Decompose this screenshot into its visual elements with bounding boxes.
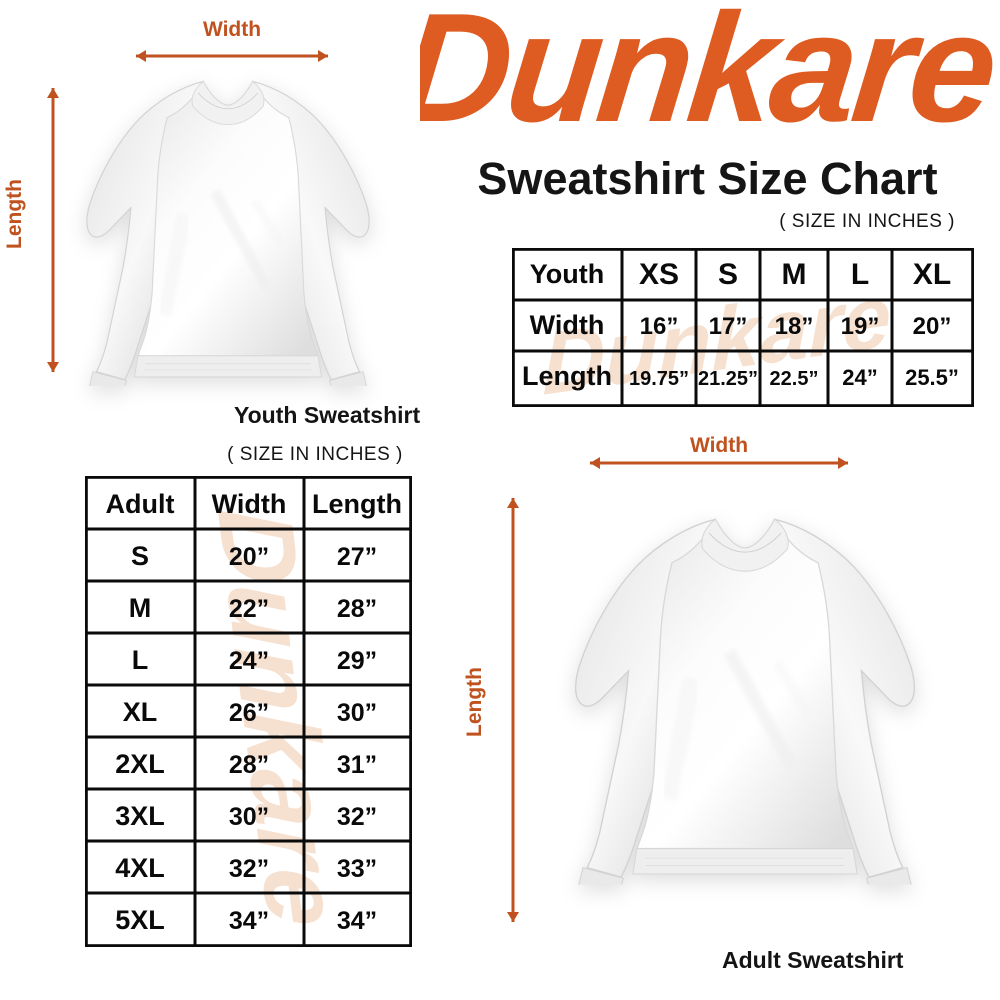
svg-text:Youth: Youth [530,259,604,289]
svg-text:Length: Length [522,361,612,391]
svg-text:22”: 22” [229,595,269,623]
svg-text:25.5”: 25.5” [905,365,959,390]
svg-text:20”: 20” [913,313,952,340]
svg-text:Width: Width [530,310,605,340]
svg-text:34”: 34” [229,907,269,935]
svg-text:XL: XL [123,697,158,727]
svg-text:27”: 27” [337,543,377,571]
svg-text:L: L [851,258,869,291]
svg-text:M: M [782,258,807,291]
svg-text:24”: 24” [229,647,269,675]
svg-text:30”: 30” [337,699,377,727]
svg-text:19.75”: 19.75” [629,368,689,390]
svg-text:29”: 29” [337,647,377,675]
svg-text:34”: 34” [337,907,377,935]
svg-text:Width: Width [212,489,287,519]
svg-text:17”: 17” [709,313,748,340]
svg-text:3XL: 3XL [115,801,165,831]
svg-text:26”: 26” [229,699,269,727]
svg-text:33”: 33” [337,855,377,883]
svg-text:S: S [131,541,149,571]
svg-text:24”: 24” [842,365,877,390]
svg-text:28”: 28” [229,751,269,779]
svg-text:19”: 19” [841,313,880,340]
svg-text:Dunkare: Dunkare [420,0,995,154]
svg-text:4XL: 4XL [115,853,165,883]
svg-text:21.25”: 21.25” [698,368,758,390]
svg-text:30”: 30” [229,803,269,831]
svg-text:L: L [132,645,149,675]
svg-text:18”: 18” [775,313,814,340]
svg-text:16”: 16” [640,313,679,340]
svg-text:XL: XL [913,258,951,291]
svg-text:Length: Length [312,489,402,519]
svg-text:22.5”: 22.5” [770,368,819,390]
svg-text:S: S [718,258,738,291]
svg-text:28”: 28” [337,595,377,623]
svg-text:32”: 32” [337,803,377,831]
svg-text:31”: 31” [337,751,377,779]
svg-text:Adult: Adult [106,489,175,519]
svg-text:5XL: 5XL [115,905,165,935]
svg-text:XS: XS [639,258,679,291]
svg-text:20”: 20” [229,543,269,571]
svg-text:M: M [129,593,152,623]
svg-text:32”: 32” [229,855,269,883]
svg-text:2XL: 2XL [115,749,165,779]
